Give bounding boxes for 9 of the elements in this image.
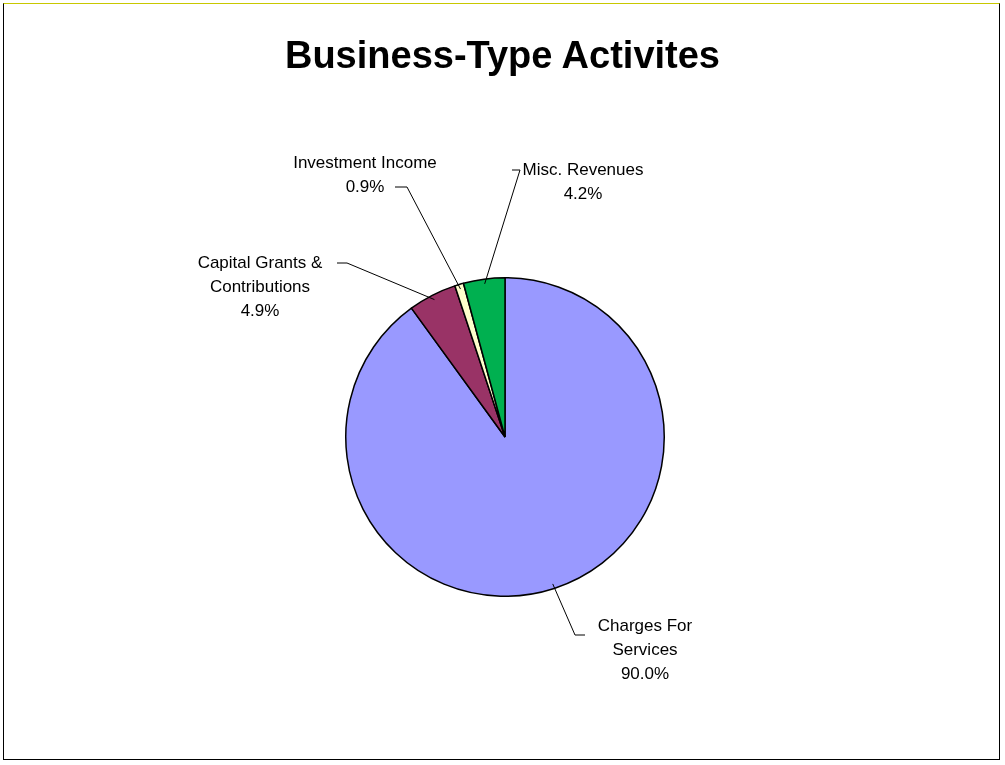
slice-label: Misc. Revenues xyxy=(522,160,644,179)
slice-label: Charges For Services xyxy=(597,616,693,659)
chart-title: Business-Type Activites xyxy=(283,34,721,77)
data-label: 4.9% xyxy=(240,301,280,320)
data-label: 90.0% xyxy=(620,664,670,683)
data-label: 0.9% xyxy=(345,177,385,196)
data-label: 4.2% xyxy=(563,184,603,203)
slice-label: Capital Grants & Contributions xyxy=(197,253,323,296)
slice-label: Investment Income xyxy=(293,153,437,172)
